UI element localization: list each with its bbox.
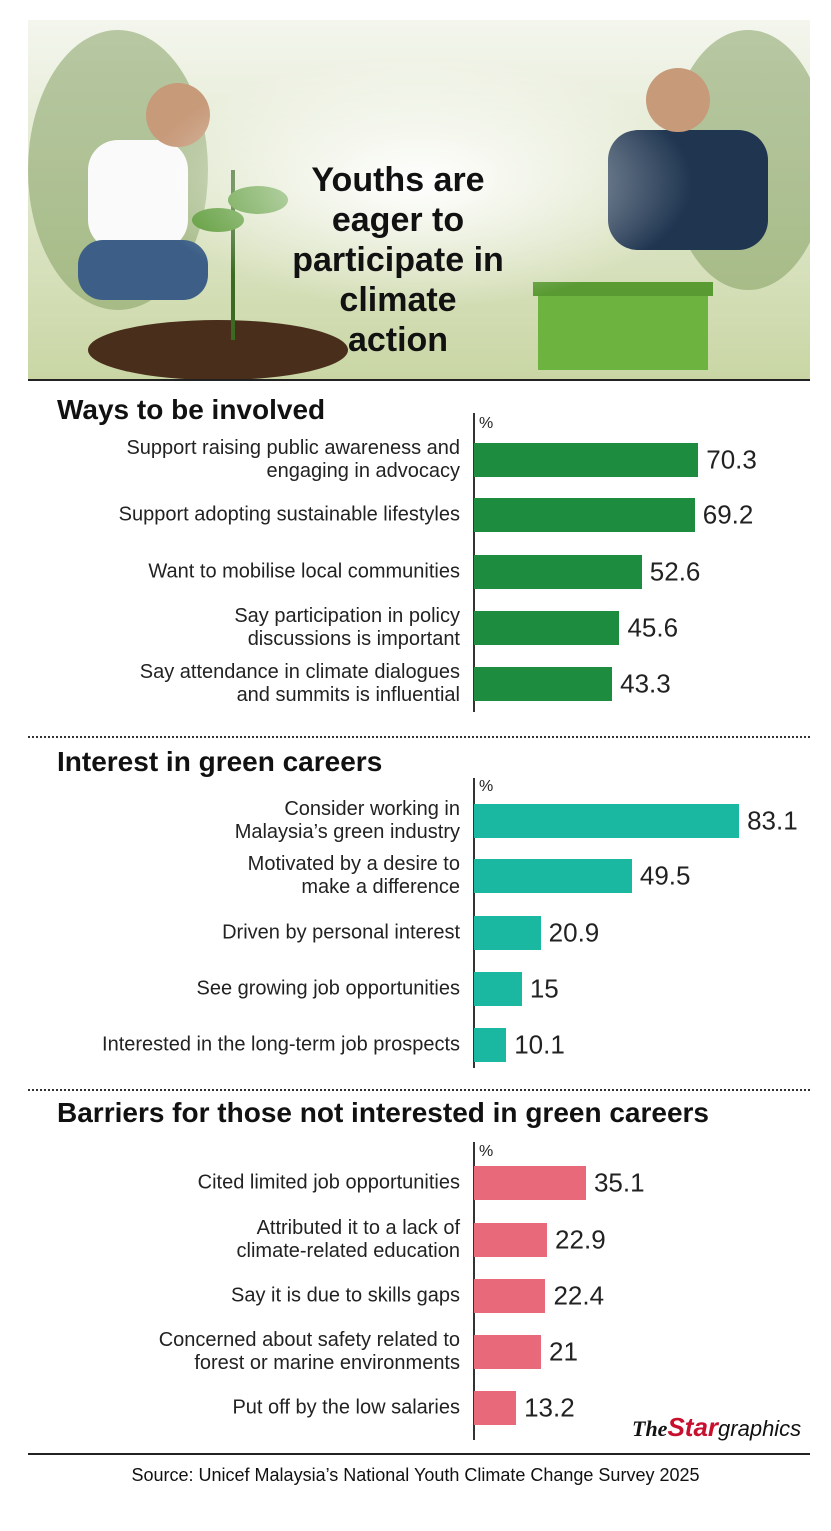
credit: TheStargraphics (632, 1412, 801, 1443)
category-label: Support raising public awareness and eng… (126, 437, 460, 482)
value-label: 69.2 (702, 499, 754, 530)
credit-star: Star (667, 1412, 719, 1442)
bar (474, 804, 740, 838)
chart-title: Barriers for those not interested in gre… (57, 1097, 709, 1128)
chart-title: Ways to be involved (57, 394, 326, 425)
category-label: Motivated by a desire to make a differen… (247, 853, 460, 898)
value-label: 35.1 (593, 1167, 645, 1198)
page-title: Youths are eager to participate in clima… (292, 161, 504, 359)
value-label: 21 (548, 1336, 578, 1367)
bar (474, 1166, 586, 1200)
bar (474, 1279, 546, 1313)
value-label: 43.3 (620, 668, 671, 699)
category-label: See growing job opportunities (196, 977, 460, 1000)
category-label: Put off by the low salaries (232, 1396, 460, 1419)
value-label: 49.5 (639, 860, 691, 891)
value-label: 45.6 (627, 612, 679, 643)
unit-label: % (479, 415, 494, 432)
chart-title: Interest in green careers (57, 746, 383, 777)
bar (474, 498, 695, 532)
separator (28, 1089, 810, 1091)
category-label: Driven by personal interest (222, 921, 460, 944)
hero-image (28, 20, 810, 380)
category-label: Say participation in policy discussions … (234, 605, 460, 650)
value-label: 52.6 (649, 556, 701, 587)
separator (28, 736, 810, 738)
category-label: Want to mobilise local communities (148, 560, 460, 583)
bar (474, 443, 699, 477)
bar (474, 1335, 541, 1369)
bar (474, 1391, 517, 1425)
category-label: Cited limited job opportunities (197, 1171, 460, 1194)
bar (474, 972, 522, 1006)
divider (28, 379, 810, 381)
bar (474, 611, 620, 645)
value-label: 83.1 (747, 805, 798, 836)
value-label: 70.3 (706, 444, 757, 475)
source: Source: Unicef Malaysia’s National Youth… (131, 1465, 700, 1485)
value-label: 20.9 (548, 917, 600, 948)
value-label: 13.2 (524, 1392, 575, 1423)
unit-label: % (479, 1143, 494, 1160)
divider (28, 1453, 810, 1455)
category-label: Concerned about safety related to forest… (158, 1329, 460, 1374)
category-label: Interested in the long-term job prospect… (102, 1033, 460, 1056)
bar (474, 555, 642, 589)
credit-graphics: graphics (718, 1416, 802, 1441)
bar (474, 916, 541, 950)
bar (474, 1223, 548, 1257)
value-label: 15 (529, 973, 559, 1004)
value-label: 22.9 (555, 1224, 606, 1255)
category-label: Say it is due to skills gaps (231, 1284, 460, 1307)
category-label: Attributed it to a lack of climate-relat… (236, 1217, 460, 1262)
value-label: 22.4 (553, 1280, 605, 1311)
bar (474, 859, 632, 893)
bar (474, 1028, 507, 1062)
category-label: Say attendance in climate dialogues and … (139, 661, 460, 706)
unit-label: % (479, 778, 494, 795)
category-label: Consider working in Malaysia’s green ind… (234, 798, 460, 843)
category-label: Support adopting sustainable lifestyles (118, 503, 460, 526)
bar (474, 667, 613, 701)
value-label: 10.1 (514, 1029, 565, 1060)
credit-the: The (632, 1416, 668, 1441)
